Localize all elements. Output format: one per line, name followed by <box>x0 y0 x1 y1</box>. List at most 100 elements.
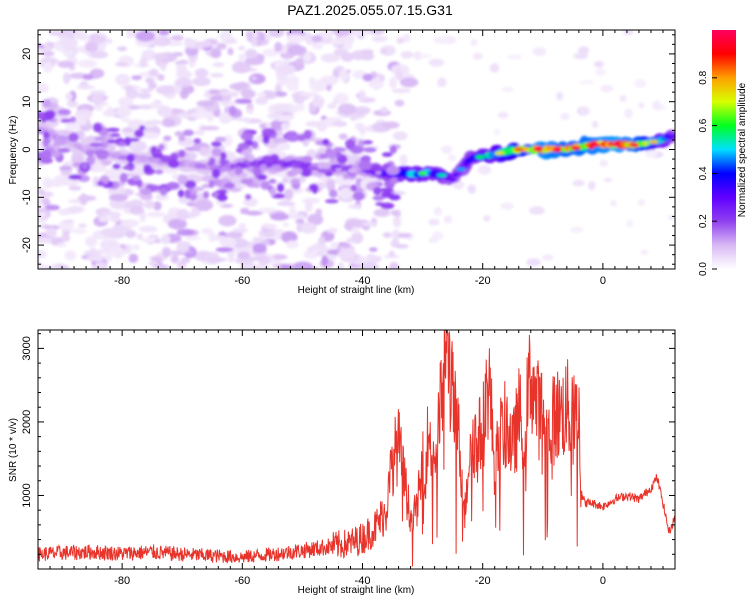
heatmap-cell <box>157 106 173 117</box>
heatmap-cell <box>363 147 377 153</box>
heatmap-cell <box>59 166 73 171</box>
heatmap-cell <box>651 100 662 111</box>
heatmap-cell <box>122 127 134 133</box>
snr-x-axis-label: Height of straight line (km) <box>298 585 415 596</box>
heatmap-cell <box>332 99 339 105</box>
heatmap-cell <box>279 264 293 269</box>
heatmap-cell <box>542 254 554 261</box>
heatmap-cell <box>381 152 393 158</box>
heatmap-cell <box>170 152 179 161</box>
heatmap-cell <box>294 58 304 66</box>
colorbar-gradient <box>712 30 736 269</box>
heatmap-cell <box>122 165 136 171</box>
colorbar-tick-label: 0.2 <box>698 214 709 228</box>
heatmap-cell <box>369 30 385 35</box>
snr-x-tick-label: -60 <box>234 575 250 587</box>
heatmap-cell <box>382 232 392 238</box>
spectrogram-y-tick-label: 10 <box>21 96 33 108</box>
heatmap-cell <box>330 242 340 249</box>
heatmap-cell <box>61 50 74 55</box>
heatmap-cell <box>78 223 87 228</box>
heatmap-cell <box>57 208 72 216</box>
heatmap-cell <box>228 105 237 117</box>
heatmap-cell <box>262 48 280 57</box>
heatmap-cell <box>73 30 87 40</box>
heatmap-cell <box>312 43 324 50</box>
heatmap-cell <box>357 126 364 133</box>
heatmap-cell <box>362 140 374 145</box>
heatmap-cell <box>89 90 107 96</box>
spectrogram-y-tick-label: 0 <box>21 146 33 152</box>
heatmap-cell <box>102 109 118 117</box>
heatmap-cell <box>98 215 110 223</box>
heatmap-cell <box>96 180 104 187</box>
heatmap-cell <box>96 152 109 160</box>
heatmap-cell <box>62 219 75 224</box>
heatmap-cell <box>184 40 201 49</box>
heatmap-cell <box>272 254 288 260</box>
heatmap-cell <box>626 219 634 229</box>
heatmap-cell <box>390 177 398 185</box>
heatmap-cell <box>644 148 658 158</box>
heatmap-cell <box>286 214 306 220</box>
heatmap-cell <box>203 191 210 199</box>
heatmap-cell <box>346 237 355 243</box>
heatmap-cell <box>71 152 85 165</box>
snr-series-line <box>38 330 675 567</box>
heatmap-cell <box>252 166 262 177</box>
heatmap-cell <box>110 133 121 138</box>
heatmap-cell <box>629 142 640 147</box>
heatmap-cell <box>252 243 267 253</box>
heatmap-cell <box>552 147 563 152</box>
heatmap-cell <box>333 48 348 56</box>
heatmap-cell <box>370 163 382 172</box>
heatmap-cell <box>155 194 169 201</box>
spectrogram-x-tick-label: -20 <box>475 275 491 287</box>
heatmap-cell <box>290 168 303 175</box>
heatmap-cell <box>212 62 225 68</box>
heatmap-cell <box>247 153 255 162</box>
heatmap-cell <box>134 129 145 138</box>
heatmap-cell <box>402 33 411 43</box>
heatmap-cell <box>143 164 152 173</box>
heatmap-cell <box>170 34 184 41</box>
heatmap-cell <box>218 112 233 124</box>
colorbar-label: Normalized spectral amplitude <box>737 82 748 217</box>
heatmap-cell <box>44 109 56 119</box>
heatmap-cell <box>195 199 214 212</box>
heatmap-cell <box>347 33 355 38</box>
heatmap-cell <box>119 172 128 183</box>
snr-y-axis-label: SNR (10 * v/v) <box>8 418 19 482</box>
spectrogram-y-axis-label: Frequency (Hz) <box>8 116 19 185</box>
heatmap-cell <box>101 227 120 237</box>
heatmap-cell <box>141 237 156 243</box>
heatmap-cell <box>573 52 589 60</box>
spectrogram-x-tick-label: -80 <box>114 275 130 287</box>
heatmap-cell <box>234 98 253 104</box>
heatmap-cell <box>148 261 158 266</box>
heatmap-cell <box>89 142 103 147</box>
heatmap-cell <box>175 69 192 80</box>
heatmap-cell <box>475 155 486 160</box>
spectrogram-ticks: -80 -60 -40 -20 0 -20 -10 0 10 20 <box>21 30 676 287</box>
heatmap-cell <box>238 53 245 61</box>
heatmap-cell <box>599 159 608 167</box>
heatmap-cell <box>216 193 228 202</box>
heatmap-cell <box>120 219 140 228</box>
snr-y-tick-label: 2000 <box>21 410 33 434</box>
heatmap-cell <box>309 80 327 93</box>
heatmap-cell <box>93 122 103 133</box>
heatmap-cell <box>472 52 483 60</box>
heatmap-cell <box>433 36 449 45</box>
heatmap-cell <box>196 100 216 107</box>
heatmap-cell <box>337 103 357 115</box>
heatmap-cell <box>380 202 395 210</box>
heatmap-cell <box>373 186 382 196</box>
heatmap-cell <box>590 142 601 147</box>
heatmap-cell <box>357 90 367 101</box>
heatmap-cell <box>49 237 62 244</box>
heatmap-cell <box>513 147 524 152</box>
heatmap-cell <box>261 127 276 136</box>
heatmap-cell <box>82 74 94 80</box>
heatmap-cell <box>327 227 338 234</box>
